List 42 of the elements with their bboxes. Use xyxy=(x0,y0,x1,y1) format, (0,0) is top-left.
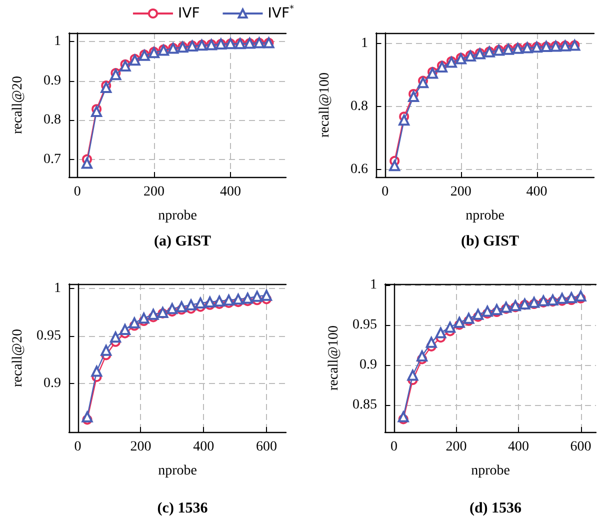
x-tick-label: 400 xyxy=(220,184,242,200)
y-tick-label: 1 xyxy=(361,36,368,52)
y-tick-label: 0.6 xyxy=(350,162,368,177)
y-tick-label: 0.95 xyxy=(36,328,61,344)
x-tick-label: 600 xyxy=(570,440,592,454)
y-tick-label: 1 xyxy=(54,34,61,50)
legend-label: IVF* xyxy=(268,4,294,22)
y-axis-title: recall@20 xyxy=(10,329,26,387)
y-tick-label: 0.7 xyxy=(44,152,61,167)
y-tick-label: 0.8 xyxy=(350,99,368,114)
x-tick-label: 200 xyxy=(446,440,467,454)
x-axis-title: nprobe xyxy=(158,464,197,478)
y-axis-title: recall@100 xyxy=(318,72,332,138)
x-tick-label: 0 xyxy=(382,184,389,200)
x-tick-label: 0 xyxy=(74,184,81,200)
x-axis-title: nprobe xyxy=(466,208,504,224)
x-tick-label: 600 xyxy=(256,440,277,454)
y-axis-title: recall@100 xyxy=(326,326,342,390)
legend-label: IVF xyxy=(178,6,200,22)
x-tick-label: 0 xyxy=(74,440,82,454)
y-tick-label: 0.9 xyxy=(44,73,61,88)
x-tick-label: 400 xyxy=(526,184,548,200)
x-tick-label: 400 xyxy=(193,440,214,454)
x-axis-title: nprobe xyxy=(158,208,197,224)
y-tick-label: 0.9 xyxy=(360,357,377,372)
y-tick-label: 0.95 xyxy=(352,317,377,332)
text: (b) GIST xyxy=(461,234,519,250)
x-tick-label: 200 xyxy=(130,440,152,454)
text: (d) 1536 xyxy=(469,500,522,516)
x-tick-label: 200 xyxy=(450,184,472,200)
x-axis-title: nprobe xyxy=(471,464,510,478)
x-tick-label: 200 xyxy=(143,184,164,200)
y-axis-title: recall@20 xyxy=(10,76,26,134)
y-tick-label: 0.9 xyxy=(44,376,61,392)
x-tick-label: 400 xyxy=(508,440,530,454)
y-tick-label: 1 xyxy=(54,281,61,296)
text: (c) 1536 xyxy=(157,500,208,516)
text: (a) GIST xyxy=(154,234,212,250)
y-tick-label: 0.8 xyxy=(44,112,61,128)
y-tick-label: 1 xyxy=(370,277,377,292)
y-tick-label: 0.85 xyxy=(352,397,377,412)
x-tick-label: 0 xyxy=(390,440,398,454)
